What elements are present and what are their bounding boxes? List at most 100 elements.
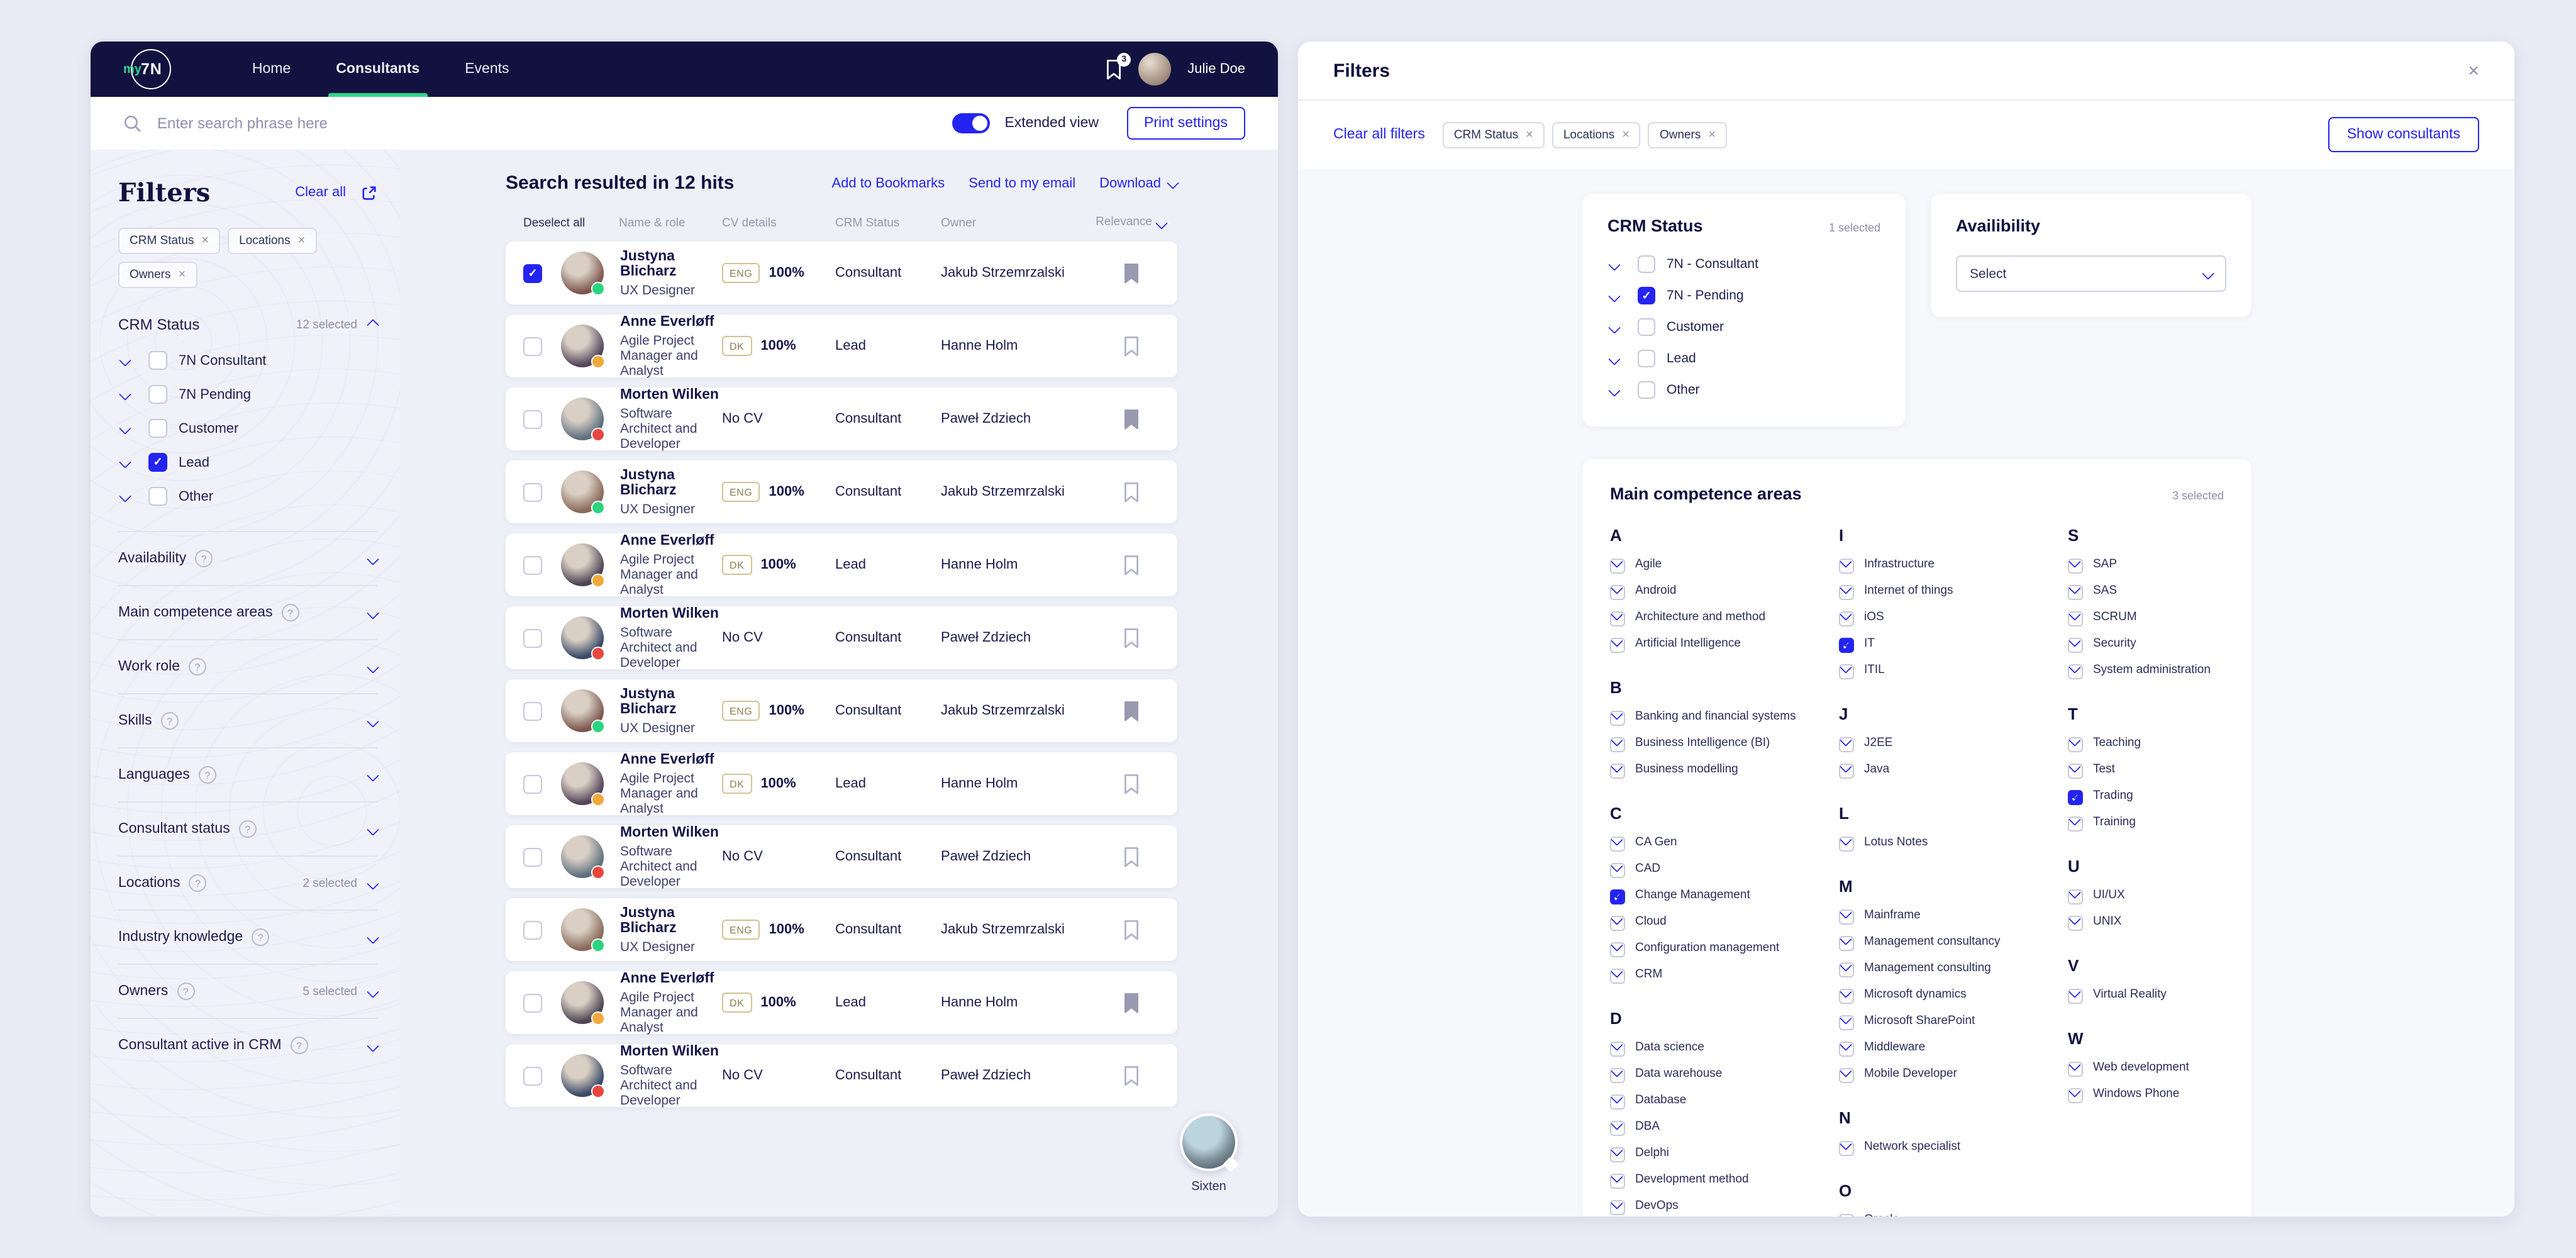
bookmark-icon[interactable] <box>1102 1065 1160 1086</box>
checkbox-option[interactable]: SAS <box>2068 582 2251 600</box>
checkbox-option[interactable]: DBA <box>1610 1118 1823 1136</box>
chevron-down-icon[interactable] <box>1611 1197 1623 1210</box>
row-checkbox[interactable] <box>523 993 542 1012</box>
chevron-down-icon[interactable] <box>1608 258 1621 270</box>
checkbox-option[interactable]: Windows Phone <box>2068 1085 2251 1103</box>
chevron-down-icon[interactable] <box>1840 1211 1852 1216</box>
checkbox[interactable] <box>1610 1147 1625 1162</box>
consultant-name[interactable]: Anne Everløff <box>620 971 714 986</box>
chevron-down-icon[interactable] <box>1611 966 1623 978</box>
row-checkbox[interactable] <box>523 920 542 939</box>
checkbox-option[interactable]: Other <box>118 487 377 506</box>
deselect-all-link[interactable]: Deselect all <box>523 216 586 230</box>
consultant-name[interactable]: Morten Wilken <box>620 606 719 621</box>
consultant-name[interactable]: Morten Wilken <box>620 387 719 402</box>
checkbox[interactable] <box>1839 1068 1854 1083</box>
checkbox-option[interactable]: 7N - Consultant <box>1607 255 1880 273</box>
consultant-row[interactable]: Anne Everløff Agile Project Manager and … <box>506 314 1177 378</box>
chevron-down-icon[interactable] <box>1608 289 1621 302</box>
checkbox-option[interactable]: Customer <box>118 419 377 438</box>
checkbox[interactable] <box>1610 638 1625 653</box>
chevron-down-icon[interactable] <box>119 456 131 469</box>
checkbox[interactable] <box>1610 969 1625 984</box>
add-to-bookmarks-link[interactable]: Add to Bookmarks <box>831 175 945 191</box>
chevron-down-icon[interactable] <box>1611 1038 1623 1051</box>
checkbox[interactable] <box>1610 711 1625 726</box>
chevron-down-icon[interactable] <box>1840 635 1852 647</box>
checkbox[interactable] <box>2068 916 2083 931</box>
checkbox[interactable] <box>2068 737 2083 752</box>
checkbox-option[interactable]: CRM <box>1610 966 1823 984</box>
consultant-name[interactable]: Anne Everløff <box>620 314 714 329</box>
chevron-down-icon[interactable] <box>2068 787 2081 799</box>
bookmark-icon[interactable] <box>1102 700 1160 721</box>
chevron-down-icon[interactable] <box>1840 1065 1852 1077</box>
bookmark-icon[interactable] <box>1102 335 1160 357</box>
bookmark-icon[interactable] <box>1102 481 1160 503</box>
chevron-down-icon[interactable] <box>2068 1085 2081 1098</box>
checkbox[interactable] <box>1610 737 1625 752</box>
checkbox[interactable] <box>2068 559 2083 574</box>
bookmark-icon[interactable] <box>1102 554 1160 576</box>
consultant-row[interactable]: Anne Everløff Agile Project Manager and … <box>506 752 1177 816</box>
expand-filters-icon[interactable] <box>361 184 377 201</box>
checkbox-option[interactable]: Lead <box>118 453 377 472</box>
checkbox[interactable] <box>1638 318 1655 336</box>
checkbox[interactable] <box>148 487 167 506</box>
chevron-down-icon[interactable] <box>1840 933 1852 945</box>
chevron-down-icon[interactable] <box>119 490 131 503</box>
my7n-logo[interactable]: my 7N <box>123 49 172 89</box>
filter-chip[interactable]: Owners × <box>1648 121 1728 148</box>
checkbox-option[interactable]: Security <box>2068 635 2251 653</box>
checkbox-option[interactable]: Delphi <box>1610 1144 1823 1162</box>
checkbox[interactable] <box>1610 585 1625 600</box>
chevron-down-icon[interactable] <box>1611 886 1623 899</box>
checkbox-option[interactable]: Agile <box>1610 555 1823 574</box>
checkbox[interactable] <box>2068 989 2083 1004</box>
checkbox-option[interactable]: Network specialist <box>1839 1138 2051 1156</box>
checkbox-option[interactable]: Artificial Intelligence <box>1610 635 1823 653</box>
checkbox-option[interactable]: Microsoft SharePoint <box>1839 1012 2051 1030</box>
checkbox[interactable] <box>1610 837 1625 852</box>
consultant-row[interactable]: Justyna Blicharz UX Designer ENG 100% Co… <box>506 460 1177 523</box>
chevron-down-icon[interactable] <box>1611 1065 1623 1077</box>
chevron-down-icon[interactable] <box>1840 986 1852 998</box>
checkbox[interactable] <box>1610 764 1625 779</box>
checkbox-option[interactable]: Internet of things <box>1839 582 2051 600</box>
clear-all-filters-link[interactable]: Clear all filters <box>1333 127 1425 142</box>
checkbox[interactable] <box>148 385 167 404</box>
consultant-row[interactable]: Anne Everløff Agile Project Manager and … <box>506 971 1177 1035</box>
row-checkbox[interactable] <box>523 847 542 866</box>
filter-section[interactable]: Industry knowledge ? <box>118 910 379 964</box>
bookmark-icon[interactable] <box>1102 627 1160 648</box>
chip-remove-icon[interactable]: × <box>1708 128 1716 142</box>
checkbox-option[interactable]: CAD <box>1610 860 1823 878</box>
checkbox-option[interactable]: Management consultancy <box>1839 933 2051 951</box>
chevron-down-icon[interactable] <box>1840 734 1852 747</box>
chevron-down-icon[interactable] <box>119 422 131 435</box>
chevron-down-icon[interactable] <box>1608 321 1621 333</box>
checkbox-option[interactable]: Training <box>2068 813 2251 832</box>
checkbox-option[interactable]: Lead <box>1607 350 1880 367</box>
chevron-down-icon[interactable] <box>2068 913 2081 925</box>
checkbox-option[interactable]: Development method <box>1610 1171 1823 1189</box>
row-checkbox[interactable] <box>523 409 542 428</box>
crm-status-section-header[interactable]: CRM Status 12 selected <box>118 316 379 333</box>
chevron-down-icon[interactable] <box>1840 1038 1852 1051</box>
filter-section[interactable]: Languages ? <box>118 747 379 801</box>
checkbox-option[interactable]: Mainframe <box>1839 906 2051 925</box>
extended-view-toggle[interactable] <box>952 113 990 133</box>
checkbox[interactable] <box>1839 989 1854 1004</box>
checkbox[interactable] <box>1839 638 1854 653</box>
checkbox[interactable] <box>1610 1068 1625 1083</box>
consultant-row[interactable]: Morten Wilken Software Architect and Dev… <box>506 825 1177 889</box>
chevron-down-icon[interactable] <box>2068 555 2081 568</box>
chevron-down-icon[interactable] <box>1611 708 1623 720</box>
search-input[interactable]: Enter search phrase here <box>157 114 328 132</box>
checkbox-option[interactable]: System administration <box>2068 661 2251 679</box>
row-checkbox[interactable] <box>523 628 542 647</box>
help-icon[interactable]: ? <box>177 982 195 1000</box>
checkbox[interactable] <box>1638 350 1655 367</box>
chevron-down-icon[interactable] <box>1840 608 1852 621</box>
chevron-down-icon[interactable] <box>2068 986 2081 998</box>
